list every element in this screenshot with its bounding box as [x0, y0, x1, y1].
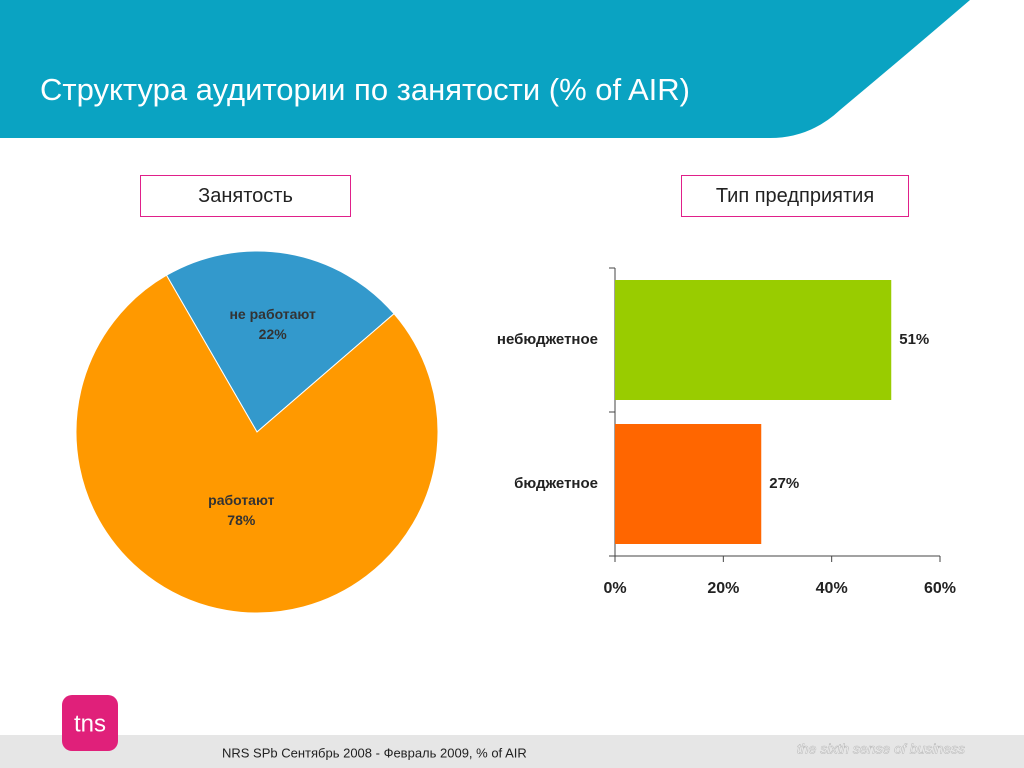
category-label: бюджетное — [514, 475, 598, 492]
logo-text: tns — [74, 710, 106, 737]
pie-slice — [75, 274, 439, 614]
x-tick-label: 0% — [603, 580, 626, 597]
slice-value: 22% — [258, 326, 287, 343]
logo-box — [62, 695, 118, 751]
slide-title: Структура аудитории по занятости (% of A… — [40, 72, 690, 107]
bar — [615, 280, 892, 400]
slice-label: работают 78% — [191, 490, 291, 530]
footer-source: NRS SPb Сентябрь 2008 - Февраль 2009, % … — [222, 745, 527, 760]
chart-title: Занятость — [140, 175, 351, 217]
chart-title: Тип предприятия — [681, 175, 909, 217]
value-label: 51% — [899, 331, 929, 348]
slice-label: не работают 22% — [223, 304, 323, 344]
x-tick-label: 40% — [816, 580, 848, 597]
bar — [615, 424, 762, 544]
footer-band — [0, 735, 1024, 768]
x-tick-label: 20% — [707, 580, 739, 597]
value-label: 27% — [769, 475, 799, 492]
header-band — [0, 0, 970, 138]
tagline: the sixth sense of business — [797, 741, 965, 757]
slice-value: 78% — [227, 511, 256, 528]
pie-slice — [165, 250, 395, 433]
x-tick-label: 60% — [924, 580, 956, 597]
category-label: небюджетное — [497, 331, 598, 348]
